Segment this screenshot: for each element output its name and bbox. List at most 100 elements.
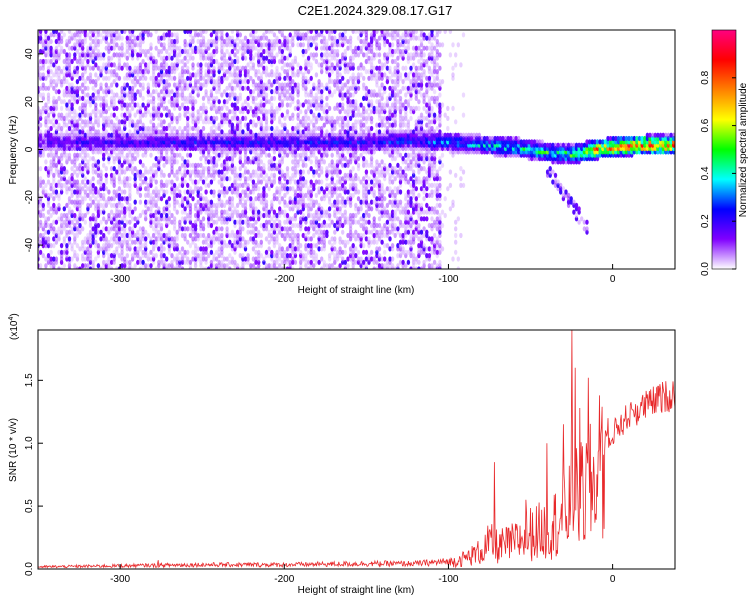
heatmap-cell xyxy=(52,256,56,262)
heatmap-cell xyxy=(288,132,292,138)
heatmap-cell xyxy=(346,159,350,165)
heatmap-cell xyxy=(257,172,261,178)
heatmap-cell xyxy=(228,239,232,245)
heatmap-cell xyxy=(54,219,59,225)
heatmap-cell xyxy=(109,166,114,172)
heatmap-cell xyxy=(196,162,200,168)
heatmap-cell xyxy=(264,48,269,55)
heatmap-cell xyxy=(57,202,61,208)
heatmap-cell xyxy=(170,253,174,259)
heatmap-cell xyxy=(257,209,261,215)
heatmap-cell xyxy=(270,102,274,108)
heatmap-cell xyxy=(151,239,156,245)
heatmap-cell xyxy=(243,189,248,195)
heatmap-cell xyxy=(172,62,177,68)
heatmap-cell xyxy=(186,48,190,55)
heatmap-cell xyxy=(86,45,90,51)
heatmap-cell xyxy=(314,199,319,205)
heatmap-cell xyxy=(75,30,80,34)
heatmap-cell xyxy=(138,62,143,68)
heatmap-cell xyxy=(314,156,319,162)
heatmap-cell xyxy=(343,122,347,128)
heatmap-cell xyxy=(220,199,224,205)
heatmap-cell xyxy=(228,156,232,162)
heatmap-cell xyxy=(172,75,177,81)
heatmap-cell xyxy=(354,229,358,235)
heatmap-cell xyxy=(175,253,179,259)
heatmap-cell xyxy=(133,232,137,239)
heatmap-cell xyxy=(123,112,127,118)
heatmap-cell xyxy=(335,179,340,185)
heatmap-cell xyxy=(133,263,137,269)
heatmap-cell xyxy=(88,216,93,222)
heatmap-cell xyxy=(86,75,90,81)
heatmap-cell xyxy=(233,38,237,45)
heatmap-cell xyxy=(338,169,342,175)
heatmap-cell xyxy=(54,30,59,34)
heatmap-cell xyxy=(144,105,148,111)
heatmap-cell xyxy=(309,212,313,219)
heatmap-cell xyxy=(338,186,342,192)
heatmap-cell xyxy=(186,95,190,101)
heatmap-cell xyxy=(251,256,256,262)
heatmap-cell xyxy=(52,79,56,85)
heatmap-cell xyxy=(104,129,109,135)
heatmap-cell xyxy=(291,79,295,85)
heatmap-cell xyxy=(128,85,132,91)
heatmap-cell xyxy=(259,119,263,125)
heatmap-cell xyxy=(301,212,305,219)
heatmap-cell xyxy=(322,159,326,165)
heatmap-cell xyxy=(293,246,298,252)
heatmap-cell xyxy=(81,226,85,232)
heatmap-cell xyxy=(44,58,48,65)
heatmap-cell xyxy=(207,243,211,249)
heatmap-cell xyxy=(86,32,90,38)
heatmap-cell xyxy=(115,72,119,78)
heatmap-cell xyxy=(333,79,337,85)
heatmap-cell xyxy=(86,99,90,105)
heatmap-cell xyxy=(123,156,127,162)
heatmap-cell xyxy=(49,45,53,51)
heatmap-cell xyxy=(304,192,308,198)
heatmap-cell xyxy=(214,79,219,85)
heatmap-cell xyxy=(62,58,66,65)
heatmap-cell xyxy=(141,209,145,215)
heatmap-cell xyxy=(94,186,98,192)
heatmap-cell xyxy=(123,189,127,195)
heatmap-cell xyxy=(338,263,342,269)
heatmap-cell xyxy=(288,259,292,265)
heatmap-cell xyxy=(96,38,101,45)
heatmap-cell xyxy=(70,32,74,38)
heatmap-cell xyxy=(180,102,185,108)
heatmap-cell xyxy=(225,99,229,105)
heatmap-cell xyxy=(341,132,345,138)
heatmap-cell xyxy=(285,109,290,115)
heatmap-cell xyxy=(65,79,69,85)
heatmap-cell xyxy=(351,92,355,98)
heatmap-cell xyxy=(201,125,206,132)
heatmap-cell xyxy=(343,30,347,34)
heatmap-cell xyxy=(96,75,101,81)
heatmap-cell xyxy=(262,102,266,108)
heatmap-cell xyxy=(207,62,211,68)
heatmap-cell xyxy=(299,152,303,158)
heatmap-cell xyxy=(41,179,45,185)
heatmap-cell xyxy=(254,182,258,188)
heatmap-cell xyxy=(230,58,235,65)
heatmap-cell xyxy=(348,246,353,252)
heatmap-cell xyxy=(204,69,208,75)
heatmap-cell xyxy=(41,38,45,45)
heatmap-cell xyxy=(220,92,224,98)
heatmap-cell xyxy=(144,75,148,81)
heatmap-cell xyxy=(73,199,77,205)
heatmap-cell xyxy=(70,129,74,135)
heatmap-cell xyxy=(96,243,101,249)
heatmap-cell xyxy=(165,69,169,75)
heatmap-cell xyxy=(230,109,235,115)
heatmap-cell xyxy=(275,85,279,91)
heatmap-cell xyxy=(249,216,253,222)
heatmap-cell xyxy=(241,172,245,178)
heatmap-cell xyxy=(228,196,232,202)
heatmap-cell xyxy=(196,246,200,252)
heatmap-cell xyxy=(57,179,61,185)
